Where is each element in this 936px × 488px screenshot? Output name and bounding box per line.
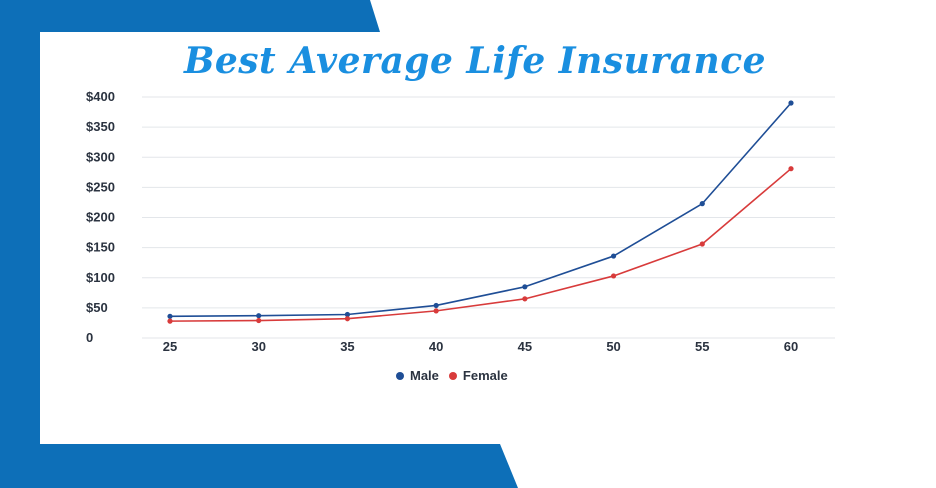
data-point-female: [167, 318, 173, 324]
x-tick-label: 30: [251, 339, 265, 354]
data-point-male: [699, 201, 705, 207]
top-blue-band: [0, 0, 380, 32]
chart-title: Best Average Life Insurance: [183, 40, 767, 82]
data-point-female: [344, 316, 351, 322]
data-point-male: [167, 313, 173, 319]
data-point-male: [788, 100, 794, 106]
y-tick-label: $300: [86, 149, 115, 164]
y-tick-label: 0: [86, 330, 93, 345]
y-axis-ticks: 0 $50 $100 $150 $200 $250 $300 $350 $400: [86, 89, 115, 345]
x-axis-ticks: 25 30 35 40 45 50 55 60: [163, 339, 798, 354]
data-point-female: [610, 273, 617, 279]
legend-item-male: Male: [396, 368, 439, 383]
data-point-male: [610, 253, 617, 259]
y-tick-label: $50: [86, 300, 108, 315]
data-point-female: [522, 296, 528, 302]
x-tick-label: 50: [606, 339, 620, 354]
series-lines: [167, 100, 794, 324]
bottom-blue-band: [0, 444, 518, 488]
legend-female-label: Female: [462, 368, 508, 383]
x-tick-label: 40: [429, 339, 443, 354]
x-tick-label: 60: [784, 339, 798, 354]
x-tick-label: 35: [340, 339, 354, 354]
series-line-female: [169, 168, 792, 322]
data-point-male: [433, 302, 439, 309]
data-point-female: [788, 166, 794, 172]
y-tick-label: $200: [86, 210, 115, 225]
data-point-female: [433, 308, 439, 314]
left-blue-band: [0, 0, 40, 488]
data-point-male: [256, 313, 262, 319]
data-point-male: [344, 311, 351, 318]
legend: Male Female: [396, 368, 518, 383]
y-tick-label: $150: [86, 240, 115, 255]
data-point-female: [256, 317, 262, 324]
y-tick-label: $250: [86, 179, 115, 194]
data-point-male: [522, 284, 528, 290]
chart-card: [40, 32, 896, 444]
x-tick-label: 45: [518, 339, 532, 354]
grid-lines: [142, 96, 835, 339]
legend-male-marker: [396, 371, 404, 380]
x-tick-label: 55: [695, 339, 709, 354]
x-tick-label: 25: [163, 339, 177, 354]
legend-female-marker: [448, 371, 457, 380]
data-point-female: [699, 241, 705, 247]
legend-male-label: Male: [410, 368, 439, 383]
y-tick-label: $100: [86, 270, 115, 285]
legend-item-female: Female: [448, 368, 508, 383]
y-tick-label: $400: [86, 89, 115, 104]
series-line-male: [169, 102, 792, 318]
y-tick-label: $350: [86, 119, 115, 134]
